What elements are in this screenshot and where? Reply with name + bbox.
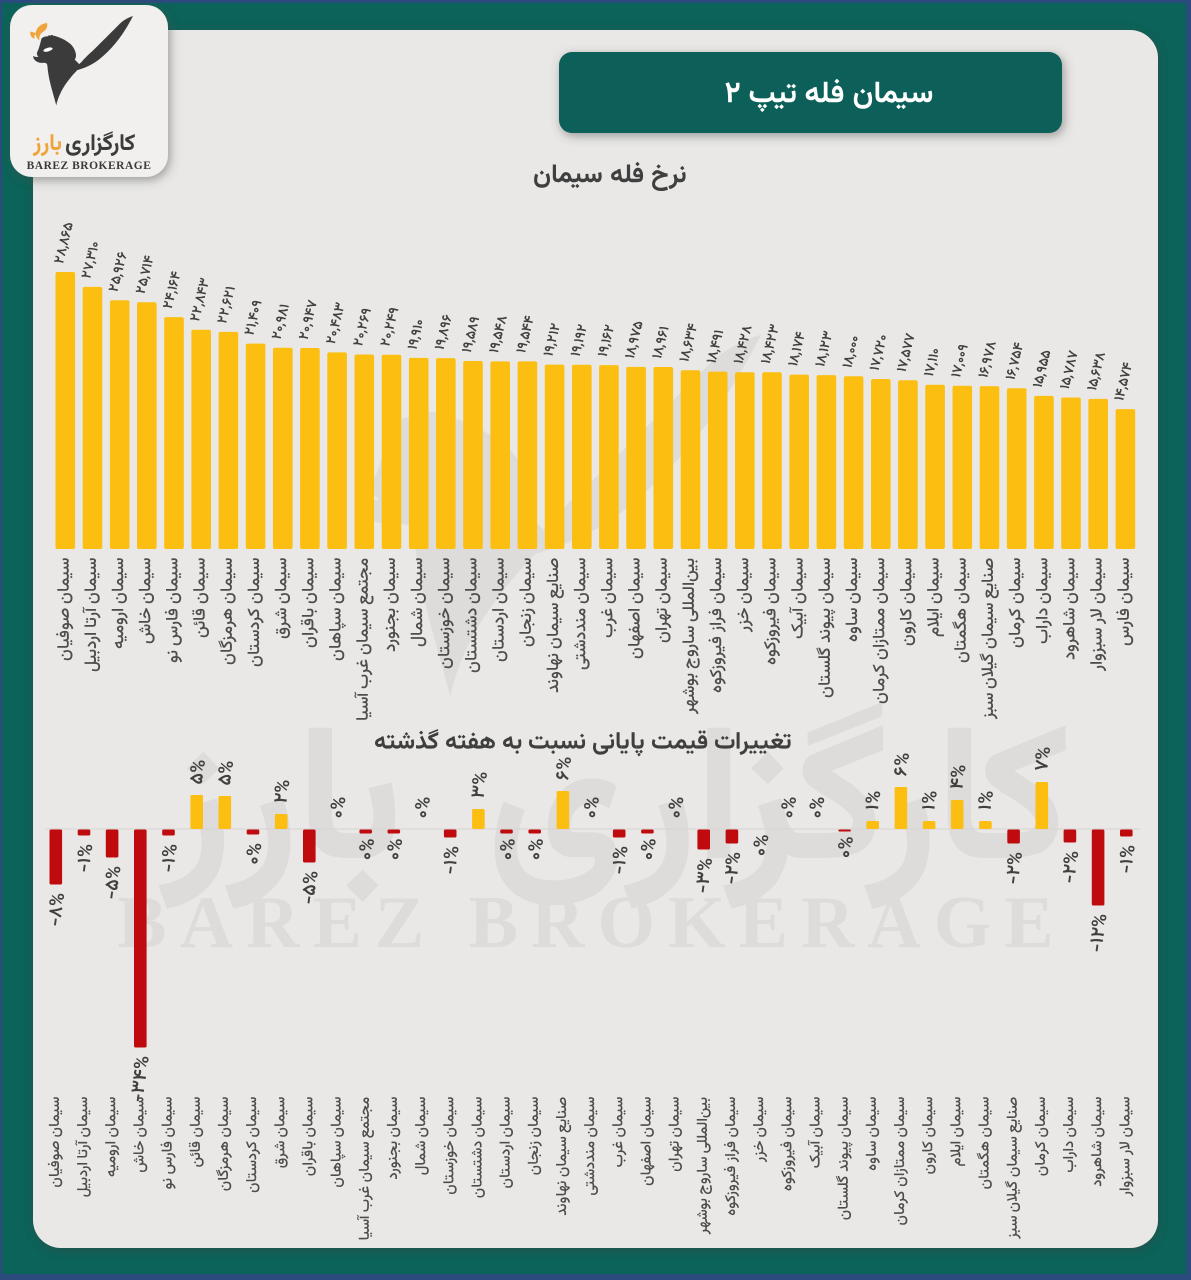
svg-text:BAREZ BROKERAGE: BAREZ BROKERAGE (117, 882, 1067, 964)
svg-text:BAREZ BROKERAGE: BAREZ BROKERAGE (27, 160, 152, 172)
